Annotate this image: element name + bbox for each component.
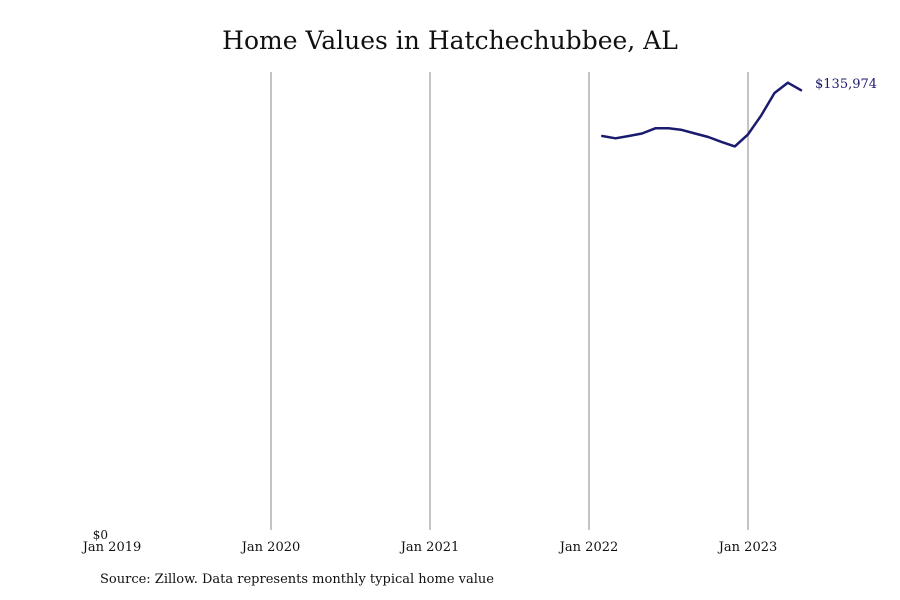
- series-line: [601, 81, 803, 148]
- x-tick-label: Jan 2020: [240, 540, 301, 555]
- end-value-label: $135,974: [815, 77, 877, 92]
- y-tick-label: $0: [93, 528, 108, 542]
- chart-title: Home Values in Hatchechubbee, AL: [222, 26, 678, 55]
- x-tick-label: Jan 2019: [81, 540, 142, 555]
- x-tick-label: Jan 2023: [717, 540, 778, 555]
- source-note: Source: Zillow. Data represents monthly …: [100, 572, 494, 587]
- x-tick-label: Jan 2021: [399, 540, 460, 555]
- x-tick-label: Jan 2022: [558, 540, 619, 555]
